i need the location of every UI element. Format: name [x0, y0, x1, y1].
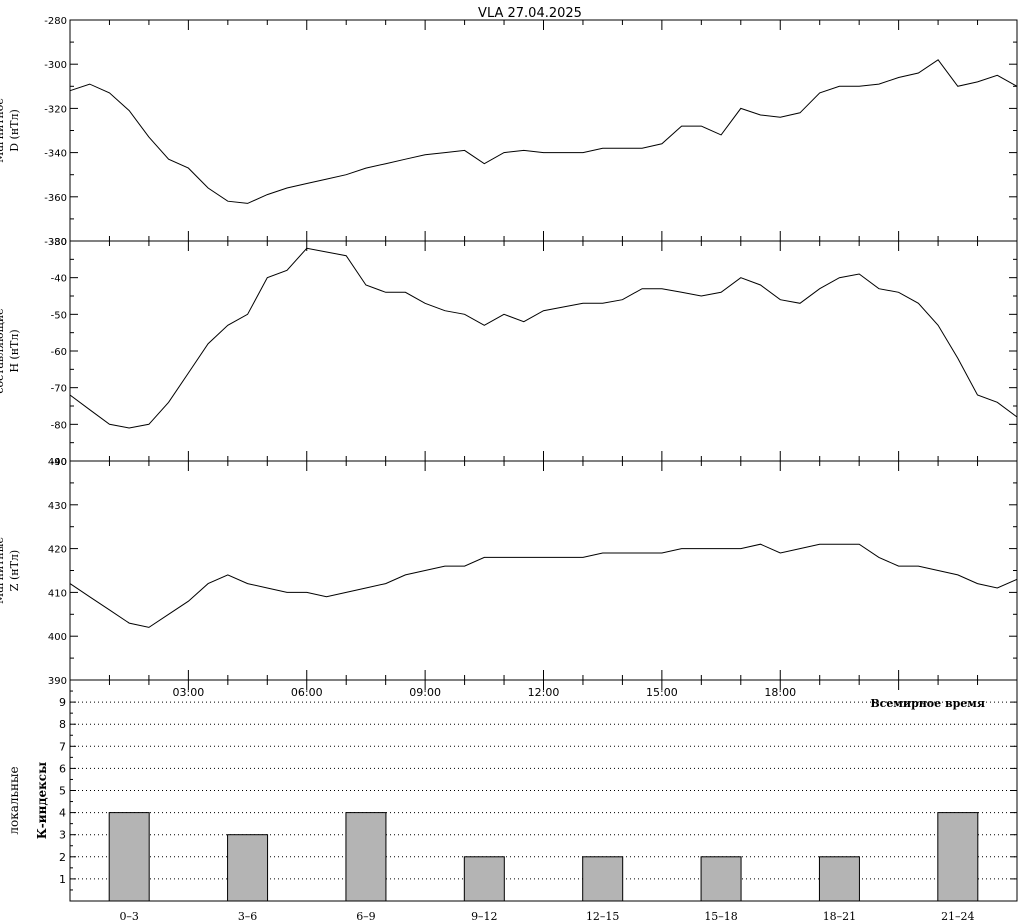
- k-axis-label: локальные: [7, 766, 21, 834]
- k-tick-label: 2: [59, 851, 66, 864]
- k-index-bar: [463, 856, 505, 902]
- y-tick-label: -90: [51, 457, 67, 468]
- k-index-bar: [345, 812, 387, 902]
- k-index-bar: [818, 856, 860, 902]
- panel-frame: [69, 240, 1018, 462]
- x-axis-title: Всемирное время: [870, 697, 985, 710]
- k-index-bar: [108, 812, 150, 902]
- interval-label: 12–15: [586, 910, 620, 921]
- k-tick-label: 7: [59, 740, 66, 753]
- k-tick-label: 5: [59, 785, 66, 798]
- panels: -380 -360 -340 -320 -300 -280 D (нТл)Магнитное…: [0, 16, 1018, 921]
- k-tick-label: 6: [59, 762, 66, 775]
- series-line: [69, 543, 1018, 628]
- k-index-bar: [700, 856, 742, 902]
- y-axis-label-outer: Магнитное: [0, 98, 6, 163]
- interval-label: 15–18: [704, 910, 738, 921]
- y-tick-label: -80: [51, 420, 67, 431]
- y-tick-label: -50: [51, 310, 67, 321]
- y-tick-label: -30: [51, 237, 67, 248]
- series-line: [69, 59, 1018, 204]
- time-tick-label: 18:00: [764, 686, 796, 699]
- time-tick-label: 12:00: [528, 686, 560, 699]
- time-tick-label: 03:00: [173, 686, 205, 699]
- y-axis-label: H (нТл): [8, 329, 21, 372]
- y-tick-label: 430: [48, 501, 67, 512]
- y-tick-label: -70: [51, 384, 67, 395]
- interval-label: 6–9: [356, 910, 376, 921]
- time-tick-label: 06:00: [291, 686, 323, 699]
- y-tick-label: -340: [44, 149, 67, 160]
- y-tick-label: 410: [48, 588, 67, 599]
- y-tick-label: -320: [44, 104, 67, 115]
- figure-title: VLA 27.04.2025: [478, 6, 582, 21]
- interval-label: 18–21: [823, 910, 857, 921]
- series-line: [69, 247, 1018, 429]
- y-tick-label: -300: [44, 60, 67, 71]
- k-index-bar: [227, 834, 269, 902]
- y-tick-label: 420: [48, 545, 67, 556]
- k-tick-label: 1: [59, 873, 66, 886]
- time-tick-label: 15:00: [646, 686, 678, 699]
- k-tick-label: 4: [59, 807, 66, 820]
- y-tick-label: -40: [51, 274, 67, 285]
- y-tick-label: 440: [48, 457, 67, 468]
- panel-frame: [69, 460, 1018, 681]
- y-tick-label: -360: [44, 193, 67, 204]
- time-tick-label: 09:00: [409, 686, 441, 699]
- interval-label: 9–12: [471, 910, 498, 921]
- y-axis-label: D (нТл): [8, 109, 21, 152]
- y-tick-label: 400: [48, 632, 67, 643]
- y-tick-label: -60: [51, 347, 67, 358]
- panel-frame: [69, 19, 1018, 242]
- interval-label: 0–3: [119, 910, 139, 921]
- y-axis-label-outer: Магнитные: [0, 537, 6, 604]
- y-axis-label-outer: составляющие: [0, 308, 6, 393]
- interval-label: 3–6: [238, 910, 258, 921]
- y-tick-label: 390: [48, 676, 67, 687]
- interval-label: 21–24: [941, 910, 975, 921]
- y-tick-label: -380: [44, 237, 67, 248]
- k-tick-label: 8: [59, 718, 66, 731]
- k-tick-label: 3: [59, 829, 66, 842]
- y-tick-label: -280: [44, 16, 67, 27]
- y-axis-label: Z (нТл): [8, 550, 21, 591]
- k-axis-label-2: К-индексы: [35, 762, 49, 839]
- k-tick-label: 9: [59, 696, 66, 709]
- k-index-bar: [582, 856, 624, 902]
- panel-frame: [69, 679, 1018, 902]
- k-index-bar: [937, 812, 979, 902]
